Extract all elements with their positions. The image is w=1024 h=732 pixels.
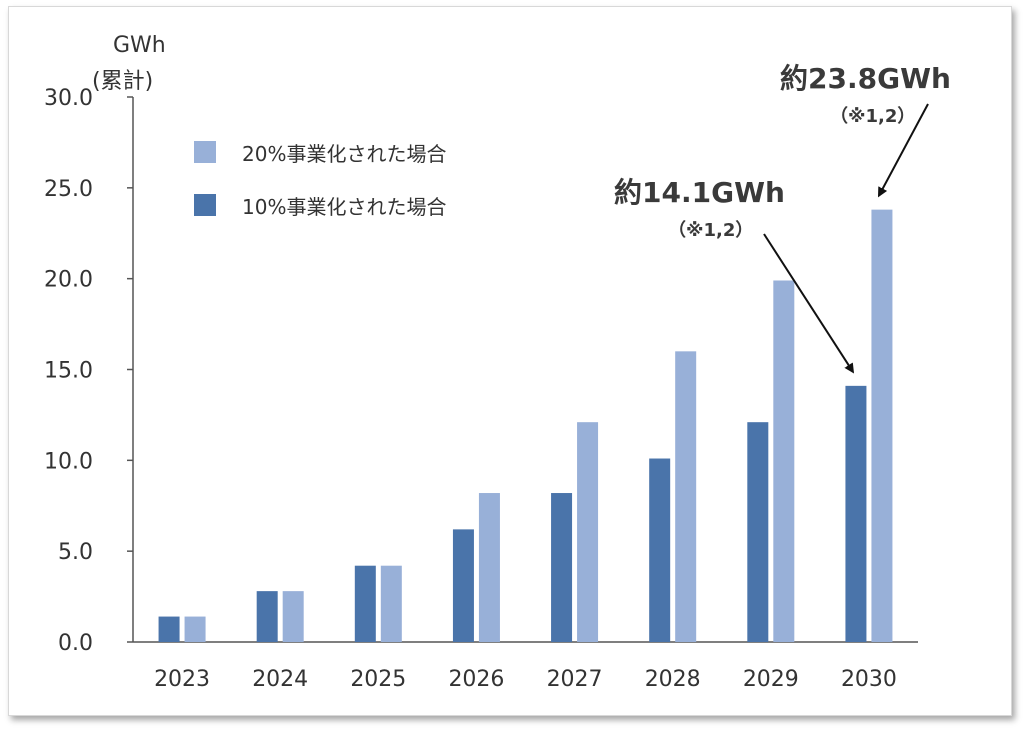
bar-2025-series-0: [354, 565, 376, 642]
bar-2026-series-1: [478, 493, 500, 642]
y-tick-label: 20.0: [44, 268, 93, 293]
x-tick-label: 2028: [645, 667, 701, 692]
bars: [158, 209, 893, 642]
bar-2027-series-0: [551, 493, 573, 642]
y-tick-label: 15.0: [44, 359, 93, 384]
bar-2029-series-0: [747, 422, 769, 642]
bar-2023-series-0: [158, 616, 180, 642]
bar-2024-series-1: [282, 591, 304, 642]
x-tick-label: 2025: [350, 667, 406, 692]
bar-2025-series-1: [380, 565, 402, 642]
annotation-value: 約23.8GWh: [780, 62, 951, 95]
x-tick-label: 2029: [743, 667, 799, 692]
annotation-arrow: [763, 233, 855, 374]
legend-swatch: [194, 141, 216, 163]
y-axis-unit-sub: (累計): [92, 69, 153, 94]
bar-2027-series-1: [577, 422, 599, 642]
annotation-value: 約14.1GWh: [614, 176, 785, 209]
x-tick-label: 2024: [252, 667, 308, 692]
bar-2023-series-1: [184, 616, 206, 642]
y-tick-label: 25.0: [44, 177, 93, 202]
y-axis-unit: GWh: [113, 33, 166, 58]
bar-2028-series-1: [675, 351, 697, 642]
x-tick-label: 2030: [841, 667, 897, 692]
y-tick-label: 0.0: [58, 631, 93, 656]
x-tick-label: 2027: [547, 667, 603, 692]
y-axis-ticks: 0.0 5.0 10.0 15.0 20.0 25.0 30.0: [44, 86, 133, 656]
legend-label: 20%事業化された場合: [242, 142, 446, 166]
bar-2026-series-0: [452, 529, 474, 642]
bar-2028-series-0: [649, 458, 671, 642]
annotation-arrow: [877, 103, 929, 198]
chart-frame: [8, 6, 1012, 716]
x-tick-label: 2026: [448, 667, 504, 692]
bar-2029-series-1: [773, 280, 795, 642]
bar-2024-series-0: [256, 591, 278, 642]
y-tick-label: 5.0: [58, 540, 93, 565]
annotation-note: （※1,2）: [668, 220, 753, 241]
legend-label: 10%事業化された場合: [242, 195, 446, 219]
y-tick-label: 30.0: [44, 86, 93, 111]
bar-2030-series-1: [871, 209, 893, 642]
annotation-note: （※1,2）: [830, 106, 915, 127]
y-tick-label: 10.0: [44, 449, 93, 474]
x-tick-label: 2023: [154, 667, 210, 692]
x-axis-ticks: 2023 2024 2025 2026 2027 2028 2029 2030: [154, 667, 897, 692]
legend: 20%事業化された場合 10%事業化された場合: [194, 141, 446, 219]
legend-swatch: [194, 194, 216, 216]
annotations: 約23.8GWh （※1,2） 約14.1GWh （※1,2）: [614, 62, 951, 374]
bar-2030-series-0: [845, 385, 867, 642]
